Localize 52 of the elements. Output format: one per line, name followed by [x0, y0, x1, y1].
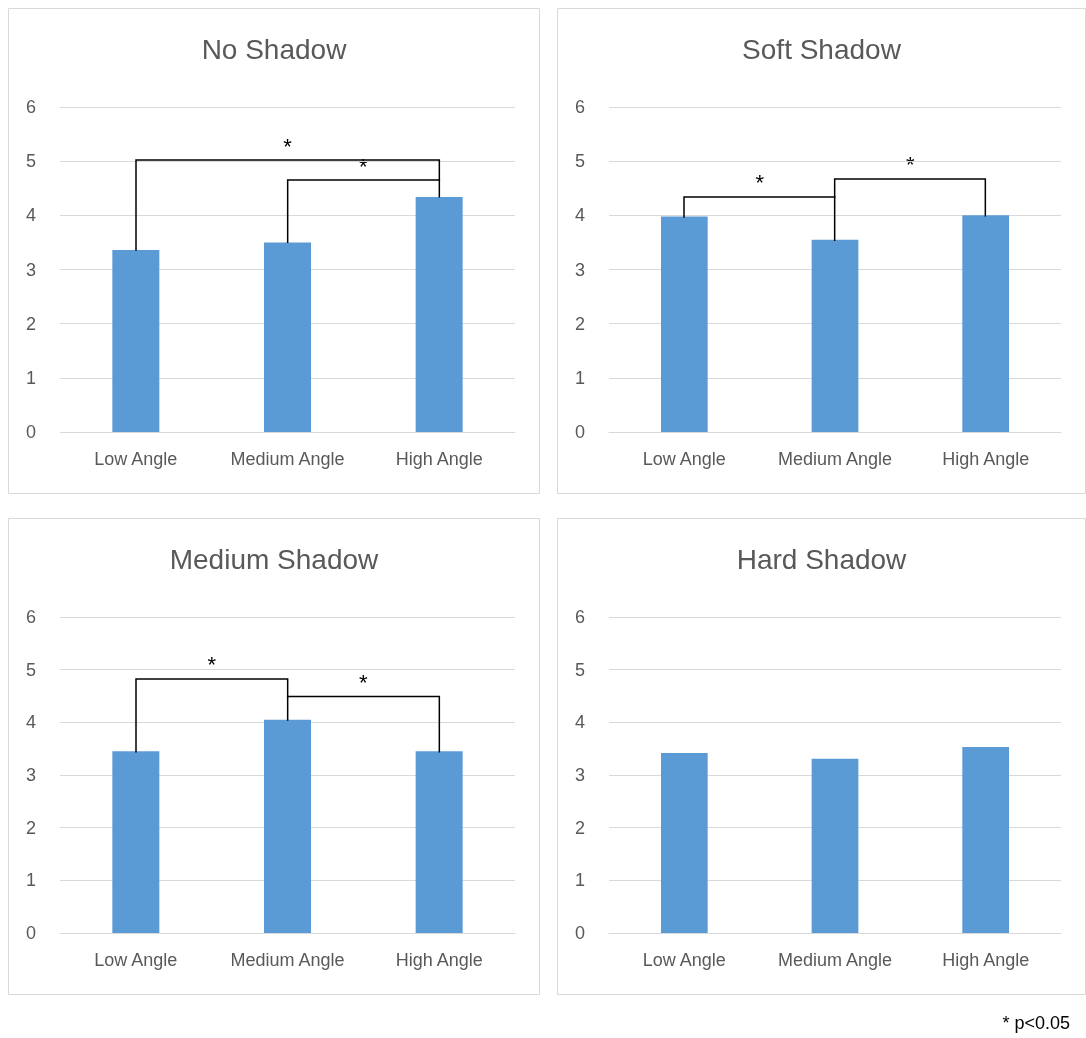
- y-tick-label: 0: [575, 923, 586, 943]
- y-tick-label: 2: [575, 817, 586, 838]
- y-tick-label: 2: [26, 817, 37, 838]
- x-tick-label: Medium Angle: [777, 950, 893, 970]
- chart-title: Soft Shadow: [742, 33, 902, 65]
- x-tick-label: Medium Angle: [777, 449, 893, 469]
- annotation: *: [283, 133, 293, 159]
- y-tick-label: 1: [26, 367, 37, 388]
- chart-title: Medium Shadow: [169, 543, 380, 575]
- x-tick-label: Low Angle: [94, 950, 178, 970]
- y-tick-label: 6: [575, 97, 586, 117]
- y-tick-label: 6: [26, 607, 37, 627]
- y-tick-label: 4: [575, 712, 586, 733]
- y-tick-label: 6: [575, 607, 586, 627]
- y-tick-label: 2: [26, 313, 37, 334]
- y-tick-label: 1: [26, 870, 37, 891]
- y-tick-label: 6: [26, 97, 37, 117]
- x-tick-label: Low Angle: [94, 449, 178, 469]
- x-tick-label: High Angle: [395, 950, 483, 970]
- x-tick-label: Medium Angle: [230, 449, 345, 469]
- y-tick-label: 3: [575, 259, 586, 280]
- y-tick-label: 4: [26, 205, 37, 226]
- annotation: *: [359, 669, 369, 695]
- y-tick-label: 5: [575, 151, 586, 172]
- y-tick-label: 5: [26, 659, 37, 680]
- y-tick-label: 1: [575, 870, 586, 891]
- y-tick-label: 4: [575, 205, 586, 226]
- x-tick-label: High Angle: [942, 950, 1030, 970]
- x-tick-label: Medium Angle: [230, 950, 345, 970]
- y-tick-label: 3: [26, 765, 37, 785]
- x-tick-label: Low Angle: [642, 950, 726, 970]
- y-tick-label: 3: [26, 259, 37, 280]
- y-tick-label: 4: [26, 712, 37, 733]
- bar: [962, 215, 1010, 432]
- chart-title: No Shadow: [201, 33, 348, 65]
- x-tick-label: High Angle: [395, 449, 483, 469]
- y-tick-label: 0: [26, 923, 37, 943]
- bar: [811, 239, 859, 432]
- y-tick-label: 1: [575, 367, 586, 388]
- chart-title: Hard Shadow: [736, 543, 908, 575]
- y-tick-label: 5: [26, 151, 37, 172]
- y-tick-label: 2: [575, 313, 586, 334]
- y-tick-label: 0: [575, 422, 586, 442]
- x-tick-label: Low Angle: [642, 449, 726, 469]
- y-tick-label: 0: [26, 422, 37, 442]
- annotation: *: [207, 652, 217, 678]
- y-tick-label: 3: [575, 765, 586, 785]
- annotation: *: [755, 169, 765, 195]
- x-tick-label: High Angle: [942, 449, 1030, 469]
- text: * p<0.05: [1002, 1013, 1070, 1033]
- y-tick-label: 5: [575, 659, 586, 680]
- bar: [660, 216, 708, 432]
